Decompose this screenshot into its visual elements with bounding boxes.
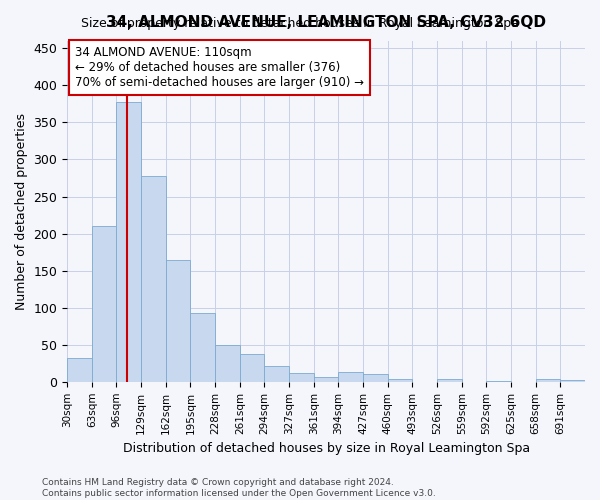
Bar	[487, 381, 511, 382]
X-axis label: Distribution of detached houses by size in Royal Leamington Spa: Distribution of detached houses by size …	[122, 442, 530, 455]
Bar	[560, 380, 585, 382]
Bar	[338, 372, 363, 382]
Bar	[363, 374, 388, 382]
Bar	[536, 379, 560, 382]
Bar	[240, 354, 265, 382]
Title: 34, ALMOND AVENUE, LEAMINGTON SPA, CV32 6QD: 34, ALMOND AVENUE, LEAMINGTON SPA, CV32 …	[106, 15, 546, 30]
Bar	[215, 345, 240, 382]
Bar	[116, 102, 141, 382]
Bar	[166, 260, 190, 382]
Bar	[388, 379, 412, 382]
Bar	[67, 358, 92, 382]
Bar	[190, 313, 215, 382]
Text: 34 ALMOND AVENUE: 110sqm
← 29% of detached houses are smaller (376)
70% of semi-: 34 ALMOND AVENUE: 110sqm ← 29% of detach…	[75, 46, 364, 89]
Bar	[92, 226, 116, 382]
Text: Size of property relative to detached houses in Royal Leamington Spa: Size of property relative to detached ho…	[81, 18, 519, 30]
Bar	[141, 176, 166, 382]
Bar	[265, 366, 289, 382]
Text: Contains HM Land Registry data © Crown copyright and database right 2024.
Contai: Contains HM Land Registry data © Crown c…	[42, 478, 436, 498]
Bar	[437, 379, 462, 382]
Bar	[314, 378, 338, 382]
Y-axis label: Number of detached properties: Number of detached properties	[15, 113, 28, 310]
Bar	[289, 373, 314, 382]
